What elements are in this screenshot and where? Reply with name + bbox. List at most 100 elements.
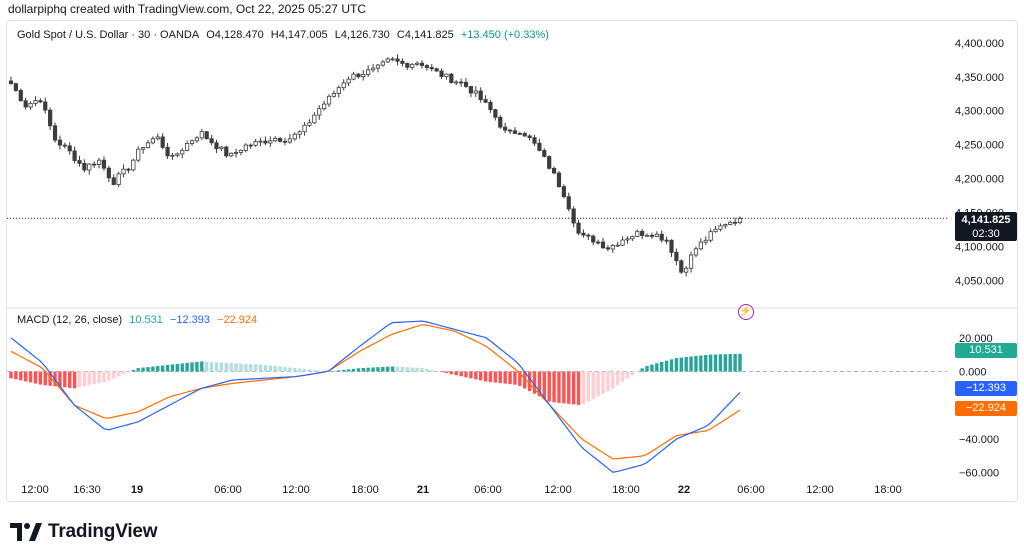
- macd-title: MACD (12, 26, close): [17, 314, 123, 326]
- candle-body: [679, 260, 684, 273]
- macd-hist-bar: [498, 371, 502, 384]
- macd-hist-bar: [283, 366, 287, 372]
- macd-hist-bar: [43, 371, 47, 386]
- candle-body: [370, 67, 376, 71]
- candle-body: [57, 139, 63, 146]
- macd-hist-bar: [664, 360, 669, 372]
- macd-hist-bar: [131, 370, 136, 372]
- event-bolt-icon[interactable]: ⚡: [738, 304, 754, 320]
- macd-hist-bar: [302, 369, 307, 372]
- macd-hist-bar: [488, 371, 493, 383]
- candle-body: [728, 221, 733, 225]
- candle-body: [72, 150, 77, 161]
- candle-body: [698, 241, 703, 250]
- candle-body: [77, 160, 82, 164]
- candle-body: [463, 81, 469, 87]
- time-tick-label: 06:00: [737, 484, 765, 496]
- macd-hist-bar: [200, 361, 204, 372]
- macd-hist-bar: [205, 361, 209, 372]
- macd-hist-bar: [415, 367, 419, 372]
- macd-hist-bar: [552, 371, 556, 403]
- candle-body: [733, 221, 738, 224]
- macd-hist-bar: [151, 366, 155, 372]
- candle-body: [674, 251, 679, 262]
- macd-hist-bar: [112, 371, 116, 379]
- candle-body: [189, 140, 195, 144]
- macd-hist-bar: [341, 369, 346, 372]
- candle-body: [625, 238, 630, 241]
- candle-body: [253, 141, 258, 146]
- macd-hist-bar: [224, 362, 228, 372]
- chart-frame[interactable]: 4,050.0004,100.0004,150.0004,200.0004,25…: [6, 20, 1018, 502]
- candle-body: [326, 95, 332, 105]
- candle-body: [199, 131, 204, 139]
- macd-hist-bar: [699, 355, 703, 372]
- macd-hist-bar: [386, 366, 390, 372]
- candle-body: [444, 73, 449, 77]
- macd-hist-bar: [410, 367, 414, 372]
- candle-body: [532, 137, 537, 144]
- candle-body: [737, 217, 743, 224]
- macd-hist-bar: [38, 371, 43, 385]
- macd-hist-bar: [293, 367, 297, 372]
- candle-body: [688, 254, 694, 269]
- candle-body: [390, 58, 395, 61]
- candle-body: [351, 73, 356, 80]
- macd-hist-bar: [87, 371, 91, 386]
- macd-hist-bar: [165, 364, 170, 372]
- macd-signal-value: −22.924: [217, 314, 258, 326]
- macd-hist-bar: [591, 371, 595, 399]
- candle-body: [233, 152, 239, 154]
- macd-hist-bar: [258, 364, 263, 372]
- time-tick-label: 21: [417, 484, 429, 496]
- macd-hist-bar: [635, 371, 639, 373]
- candle-body: [600, 241, 606, 249]
- candle-body: [718, 225, 723, 230]
- macd-hist-bar: [278, 366, 282, 372]
- macd-line-badge: −12.393: [955, 381, 1017, 396]
- candle-body: [62, 144, 67, 147]
- time-tick-label: 12:00: [21, 484, 49, 496]
- candle-body: [106, 167, 111, 179]
- candle-body: [317, 108, 322, 116]
- tradingview-logo[interactable]: TradingView: [10, 521, 158, 543]
- macd-hist-bar: [288, 367, 292, 372]
- macd-hist-bar: [483, 371, 488, 382]
- candle-body: [101, 159, 107, 169]
- candle-body: [28, 102, 33, 108]
- candle-body: [537, 142, 542, 151]
- macd-hist-bar: [19, 371, 23, 381]
- macd-hist-bar: [68, 371, 72, 388]
- ohlc-open: O4,128.470: [206, 29, 264, 41]
- macd-hist-bar: [307, 369, 312, 372]
- candle-body: [136, 148, 141, 161]
- macd-hist-badge: 10.531: [955, 343, 1017, 358]
- macd-hist-bar: [175, 363, 180, 372]
- macd-hist-bar: [620, 371, 625, 382]
- macd-hist-bar: [562, 371, 566, 404]
- chart-canvas[interactable]: 4,050.0004,100.0004,150.0004,200.0004,25…: [7, 21, 1018, 502]
- macd-hist-bar: [596, 371, 600, 397]
- candle-body: [400, 60, 405, 64]
- macd-hist-bar: [317, 370, 321, 372]
- macd-hist-bar: [704, 354, 708, 372]
- candle-body: [434, 68, 439, 72]
- candle-body: [150, 138, 155, 144]
- macd-hist-bar: [557, 371, 561, 403]
- macd-hist-bar: [58, 371, 62, 387]
- candle-body: [209, 138, 214, 144]
- candle-body: [640, 230, 645, 236]
- macd-hist-bar: [156, 366, 160, 372]
- candle-body: [517, 133, 522, 135]
- macd-hist-bar: [33, 371, 38, 384]
- macd-hist-bar: [102, 371, 106, 383]
- macd-hist-bar: [508, 371, 512, 385]
- macd-hist-bar: [444, 371, 449, 374]
- candle-body: [243, 144, 248, 151]
- candle-body: [43, 101, 48, 111]
- macd-hist-bar: [337, 370, 341, 372]
- candle-body: [67, 145, 72, 152]
- candle-body: [493, 109, 498, 118]
- macd-hist-bar: [425, 368, 429, 372]
- candle-body: [669, 239, 674, 253]
